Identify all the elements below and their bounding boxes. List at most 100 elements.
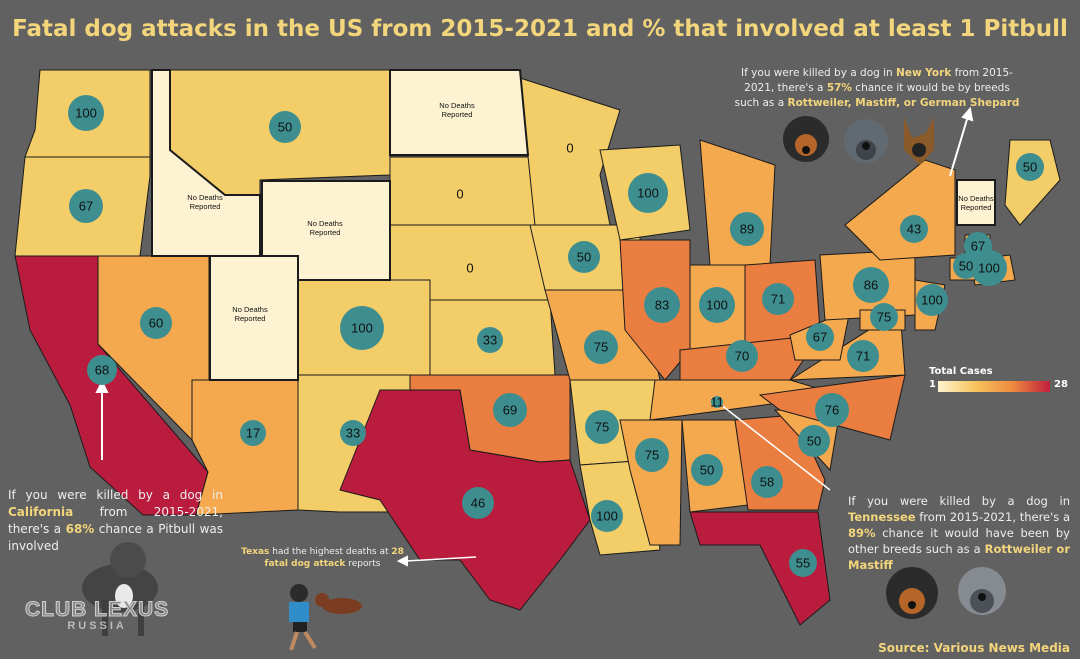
state-marker-nc <box>815 393 849 427</box>
state-marker-ms <box>635 438 669 472</box>
no-deaths-label: Reported <box>190 202 221 211</box>
state-pct-md: 75 <box>877 310 891 325</box>
state-marker-ok <box>493 393 527 427</box>
state-marker-tx <box>462 487 494 519</box>
state-marker-or <box>69 189 103 223</box>
state-marker-mo <box>584 330 618 364</box>
state-pct-wa: 100 <box>75 106 97 121</box>
no-deaths-label: Reported <box>310 228 341 237</box>
state-pct-wv: 67 <box>813 330 827 345</box>
state-pct-ia: 50 <box>577 250 591 265</box>
state-marker-nm <box>340 420 366 446</box>
state-pct-ri: 67 <box>971 239 985 254</box>
state-marker-pa <box>853 267 889 303</box>
legend-title: Total Cases <box>929 366 993 377</box>
state-marker-mi <box>730 212 764 246</box>
new-york-arrow <box>949 115 969 177</box>
state-pct-ga: 58 <box>760 475 774 490</box>
texas-arrow <box>405 556 477 562</box>
state-marker-co <box>340 306 384 350</box>
state-marker-ga <box>751 466 783 498</box>
state-pct-wi: 100 <box>637 186 659 201</box>
state-marker-nv <box>140 307 172 339</box>
state-marker-il <box>644 287 680 323</box>
state-pct-il: 83 <box>655 298 669 313</box>
state-pct-nc: 76 <box>825 403 839 418</box>
state-fl <box>689 511 831 626</box>
state-marker-va <box>847 340 879 372</box>
state-pct-la: 100 <box>596 509 618 524</box>
rottweiler-icon-2 <box>886 567 938 619</box>
state-marker-oh <box>762 283 794 315</box>
state-marker-ar <box>585 410 619 444</box>
mastiff-icon-2 <box>958 567 1006 615</box>
state-pct-ar: 75 <box>595 420 609 435</box>
legend-max: 28 <box>1054 379 1068 390</box>
state-mi <box>699 139 776 266</box>
no-deaths-label: Reported <box>235 314 266 323</box>
state-marker-ks <box>477 327 503 353</box>
new-york-note: If you were killed by a dog in New York … <box>734 67 1020 109</box>
no-deaths-label: No Deaths <box>439 101 475 110</box>
state-nd-no-data <box>389 69 530 156</box>
texas-arrowhead <box>396 555 408 567</box>
california-arrowhead <box>95 379 109 393</box>
state-id-no-data <box>151 69 261 257</box>
no-deaths-label: Reported <box>961 203 992 212</box>
state-pct-va: 71 <box>856 349 870 364</box>
state-marker-ia <box>568 241 600 273</box>
texas-note: Texas had the highest deaths at 28 fatal… <box>241 547 404 569</box>
state-marker-nj <box>916 284 948 316</box>
state-pct-ne: 0 <box>466 261 473 276</box>
state-pct-az: 17 <box>246 426 260 441</box>
state-pct-nm: 33 <box>346 426 360 441</box>
state-pct-pa: 86 <box>864 278 878 293</box>
state-pct-in: 100 <box>706 298 728 313</box>
state-pct-mn: 0 <box>566 141 573 156</box>
state-marker-ri <box>964 232 992 260</box>
state-pct-mt: 50 <box>278 120 292 135</box>
tennessee-arrow <box>719 403 831 491</box>
state-pct-me: 50 <box>1023 160 1037 175</box>
state-marker-ca <box>87 355 117 385</box>
annotation-arrows <box>95 106 974 567</box>
state-pct-sc: 50 <box>807 434 821 449</box>
state-pct-nj: 100 <box>921 293 943 308</box>
state-marker-in <box>699 287 735 323</box>
legend-color-scale <box>938 381 1050 392</box>
state-pct-nv: 60 <box>149 316 163 331</box>
state-marker-wi <box>628 173 668 213</box>
state-marker-ct <box>953 253 979 279</box>
state-marker-la <box>591 500 623 532</box>
state-pct-oh: 71 <box>771 292 785 307</box>
rottweiler-icon <box>783 116 829 162</box>
no-deaths-label: No Deaths <box>958 194 994 203</box>
state-marker-tn <box>711 396 723 408</box>
no-deaths-label: No Deaths <box>187 193 223 202</box>
state-pct-fl: 55 <box>796 556 810 571</box>
state-pct-al: 50 <box>700 463 714 478</box>
state-pct-or: 67 <box>79 199 93 214</box>
legend-min: 1 <box>929 379 936 390</box>
california-note: If you were killed by a dog in Californi… <box>8 488 224 553</box>
state-pct-tn: 11 <box>710 395 724 410</box>
pitbull-icon <box>82 542 158 636</box>
state-pct-ct: 50 <box>959 259 973 274</box>
state-marker-ky <box>726 340 758 372</box>
state-pct-ms: 75 <box>645 448 659 463</box>
state-marker-ny <box>900 215 928 243</box>
state-marker-sc <box>798 425 830 457</box>
new-york-arrowhead <box>961 106 974 122</box>
state-pct-sd: 0 <box>456 187 463 202</box>
state-marker-me <box>1016 153 1044 181</box>
state-pct-ma: 100 <box>978 261 1000 276</box>
no-deaths-label: No Deaths <box>232 305 268 314</box>
state-pct-ny: 43 <box>907 222 921 237</box>
state-pct-mo: 75 <box>594 340 608 355</box>
state-marker-fl <box>789 549 817 577</box>
state-marker-mt <box>269 111 301 143</box>
state-pct-ok: 69 <box>503 403 517 418</box>
state-pct-tx: 46 <box>471 496 485 511</box>
state-marker-wv <box>806 323 834 351</box>
